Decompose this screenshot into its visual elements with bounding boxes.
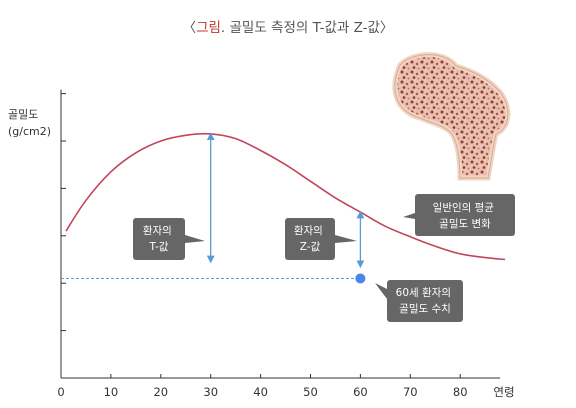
x-tick-label: 30	[203, 385, 218, 399]
z-score-callout-line-1: 환자의	[294, 225, 323, 237]
y-axis-label: 골밀도 (g/cm2)	[8, 108, 51, 138]
z-score-callout-line-2: Z-값	[300, 241, 321, 253]
y-axis-label-line-2: (g/cm2)	[8, 125, 51, 138]
patient-callout-line-1: 60세 환자의	[396, 287, 451, 299]
svg-text:일반인의 평균 골밀도 변화: 일반인의 평균 골밀도 변화	[433, 201, 498, 230]
mean-curve-callout-line-2: 골밀도 변화	[439, 218, 491, 230]
x-tick-labels: 0 10 20 30 40 50 60 70 80	[57, 385, 467, 399]
t-score-callout: 환자의 T-값	[133, 218, 205, 260]
y-axis-label-line-1: 골밀도	[8, 108, 38, 121]
t-score-callout-line-2: T-값	[149, 241, 169, 253]
x-tick-label: 10	[104, 385, 119, 399]
patient-callout: 60세 환자의 골밀도 수치	[375, 280, 463, 322]
axes	[60, 89, 501, 379]
patient-callout-line-2: 골밀도 수치	[399, 303, 451, 315]
mean-curve-callout-line-1: 일반인의 평균	[433, 201, 495, 214]
x-tick-label: 0	[57, 385, 64, 399]
title-rest: . 골밀도 측정의 T-값과 Z-값〉	[221, 20, 394, 36]
bone-cross-section-image	[392, 52, 511, 181]
chart-title: 〈그림. 골밀도 측정의 T-값과 Z-값〉	[183, 20, 394, 36]
t-score-callout-line-1: 환자의	[143, 225, 172, 237]
x-tick-label: 20	[153, 385, 168, 399]
title-prefix: 〈	[183, 20, 197, 36]
x-tick-label: 40	[253, 385, 268, 399]
svg-text:환자의 T-값: 환자의 T-값	[143, 225, 175, 253]
x-tick-label: 80	[453, 385, 468, 399]
svg-text:60세 환자의 골밀도 수치: 60세 환자의 골밀도 수치	[396, 287, 455, 315]
title-accent: 그림	[196, 20, 221, 36]
x-tick-label: 50	[303, 385, 318, 399]
x-tick-label: 60	[353, 385, 368, 399]
mean-curve-callout: 일반인의 평균 골밀도 변화	[403, 194, 515, 236]
x-tick-label: 70	[403, 385, 418, 399]
patient-data-point	[355, 273, 366, 284]
z-score-callout: 환자의 Z-값	[285, 218, 357, 260]
x-axis-label: 연령	[493, 385, 514, 399]
mean-bone-density-curve	[65, 132, 506, 261]
svg-text:환자의 Z-값: 환자의 Z-값	[294, 225, 326, 253]
